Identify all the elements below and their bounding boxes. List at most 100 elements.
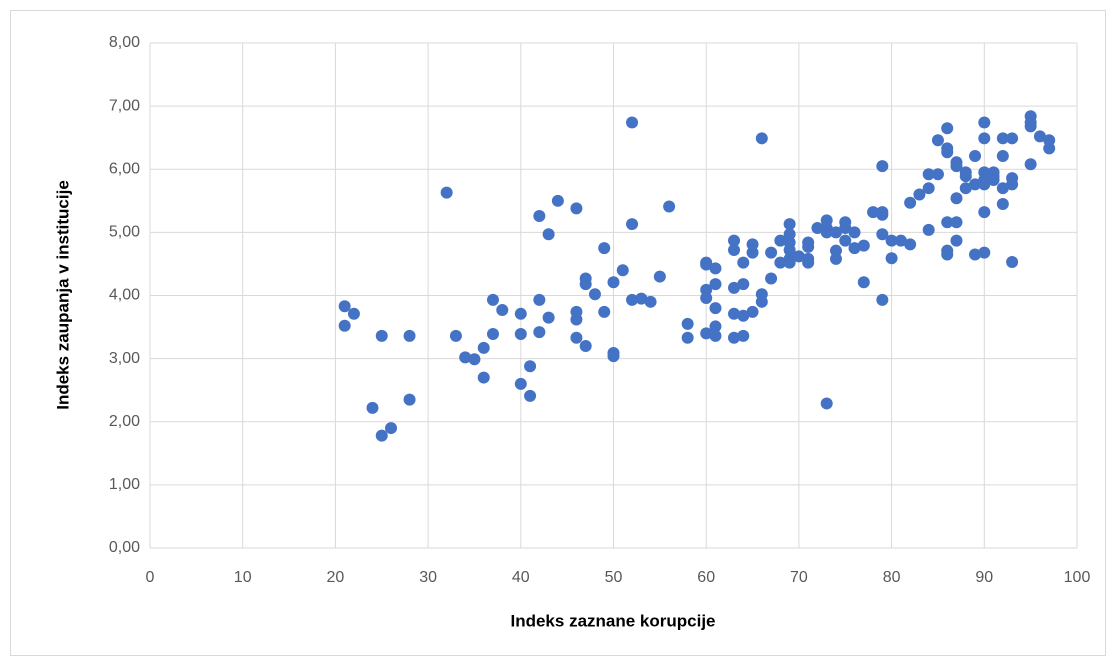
point [626,293,639,306]
point [904,196,917,209]
point [876,160,889,173]
point [783,244,796,257]
point [570,331,583,344]
point [959,182,972,195]
point [459,351,472,364]
point [626,218,639,231]
point [709,278,722,291]
point [1024,158,1037,171]
point [894,234,907,247]
point [477,341,490,354]
point [653,270,666,283]
point [783,256,796,269]
point [1043,134,1056,147]
point [681,331,694,344]
point [969,248,982,261]
y-tick-label: 7,00 [109,97,140,114]
point [1024,120,1037,133]
point [857,239,870,252]
point [338,319,351,332]
point [867,206,880,219]
point [663,200,676,213]
point [709,302,722,315]
point [700,292,713,305]
x-tick-label: 20 [327,569,345,586]
point [607,350,620,363]
point [922,182,935,195]
y-tick-label: 6,00 [109,160,140,177]
point [941,248,954,261]
point [829,226,842,239]
point [468,353,481,366]
point [765,246,778,259]
point [941,122,954,135]
point [931,134,944,147]
point [533,209,546,222]
point [737,309,750,322]
y-tick-label: 1,00 [109,476,140,493]
point [765,272,778,285]
point [978,116,991,129]
point [635,292,648,305]
y-tick-label: 8,00 [109,34,140,51]
point [551,194,564,207]
point [931,168,944,181]
point [728,281,741,294]
point [978,246,991,259]
point [626,116,639,129]
point [524,389,537,402]
x-tick-label: 0 [146,569,155,586]
point [746,305,759,318]
x-tick-label: 60 [697,569,715,586]
chart-frame [10,10,1106,656]
point [1033,130,1046,143]
point [496,304,509,317]
x-tick-label: 30 [419,569,437,586]
point [709,329,722,342]
point [1006,132,1019,145]
point [542,311,555,324]
point [876,293,889,306]
y-tick-label: 2,00 [109,413,140,430]
point [514,307,527,320]
point [375,429,388,442]
point [848,242,861,255]
point [579,278,592,291]
x-tick-label: 100 [1064,569,1091,586]
point [950,192,963,205]
point [700,327,713,340]
point [811,221,824,234]
x-tick-label: 90 [975,569,993,586]
point [746,246,759,259]
point [941,146,954,159]
point [700,283,713,296]
point [755,132,768,145]
point [987,173,1000,186]
point [996,132,1009,145]
x-tick-label: 40 [512,569,530,586]
point [728,244,741,257]
x-tick-label: 70 [790,569,808,586]
point [774,256,787,269]
point [570,202,583,215]
point [746,238,759,251]
point [616,264,629,277]
point [542,228,555,241]
point [969,178,982,191]
point [913,188,926,201]
point [978,132,991,145]
point [829,244,842,257]
point [783,228,796,241]
point [941,216,954,229]
point [403,393,416,406]
point [533,326,546,339]
point [774,234,787,247]
point [829,252,842,265]
point [700,258,713,271]
point [885,234,898,247]
point [728,331,741,344]
point [644,295,657,308]
point [728,234,741,247]
point [996,182,1009,195]
